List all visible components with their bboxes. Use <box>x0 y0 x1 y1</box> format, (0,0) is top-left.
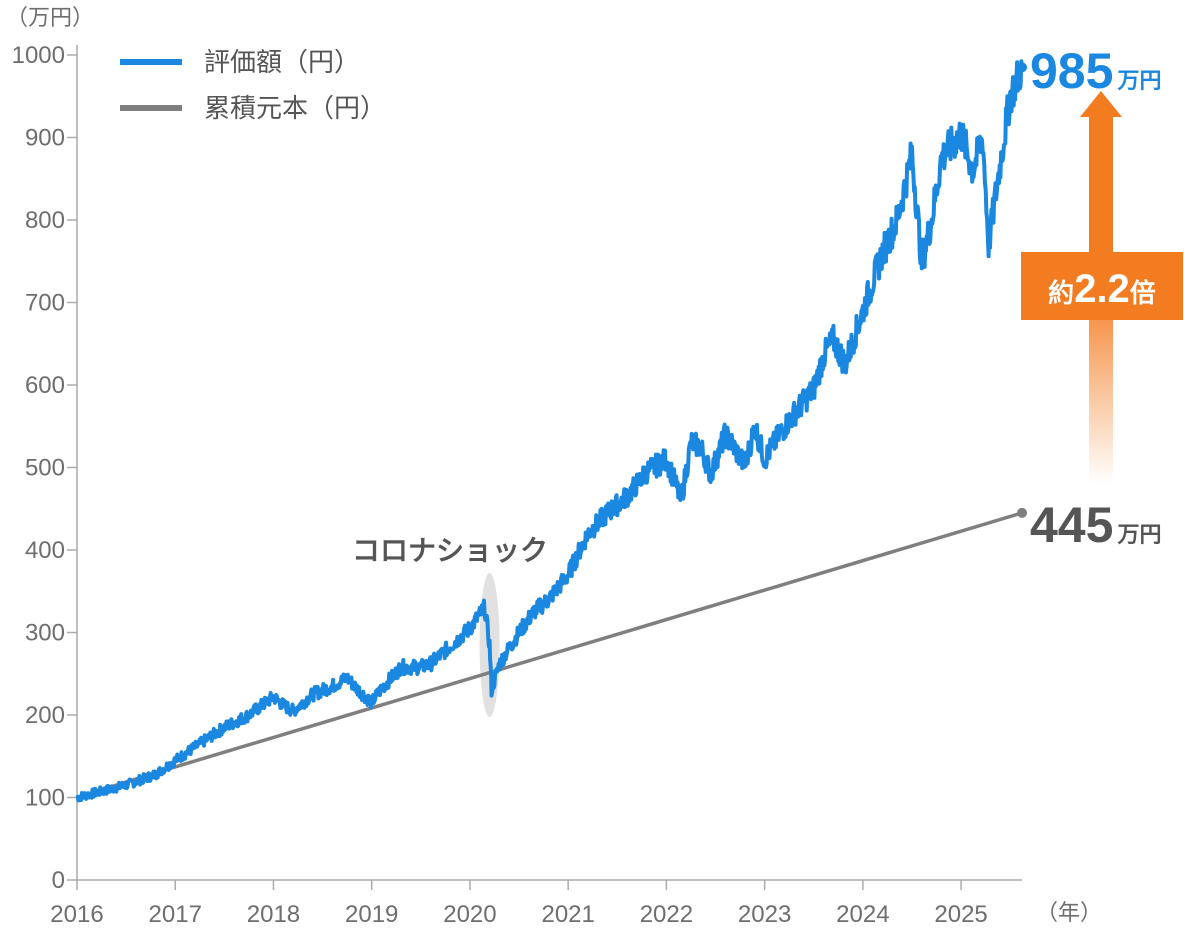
principal-value-number: 445 <box>1030 497 1113 553</box>
y-tick-label: 700 <box>25 290 65 317</box>
y-axis-unit-label: （万円） <box>6 6 94 31</box>
x-tick-label: 2021 <box>541 901 594 928</box>
y-axis-ticks: 0 100 200 300 400 500 600 700 800 900 1000 <box>12 42 77 894</box>
ratio-number: 2.2 <box>1074 267 1130 311</box>
final-value-label: 985 万円 <box>1030 43 1161 99</box>
series-line-valuation <box>75 59 1024 803</box>
covid-shock-label: コロナショック <box>352 534 548 567</box>
y-tick-label: 100 <box>25 785 65 812</box>
x-axis-unit-label: （年） <box>1036 901 1102 926</box>
x-tick-label: 2022 <box>640 901 693 928</box>
legend-label-valuation: 評価額（円） <box>204 48 360 78</box>
x-tick-label: 2018 <box>247 901 300 928</box>
x-tick-label: 2023 <box>738 901 791 928</box>
principal-end-marker <box>1017 507 1027 518</box>
x-tick-label: 2019 <box>345 901 398 928</box>
x-tick-label: 2020 <box>443 901 496 928</box>
x-tick-label: 2025 <box>934 901 987 928</box>
final-value-unit: 万円 <box>1116 69 1161 94</box>
y-tick-label: 400 <box>25 537 65 564</box>
y-tick-label: 900 <box>25 125 65 152</box>
y-tick-label: 1000 <box>12 42 65 69</box>
y-tick-label: 800 <box>25 207 65 234</box>
y-tick-label: 200 <box>25 702 65 729</box>
ratio-label: 約2.2倍 <box>1048 267 1156 311</box>
ratio-prefix: 約 <box>1048 278 1074 309</box>
final-value-number: 985 <box>1030 43 1113 99</box>
y-tick-label: 300 <box>25 620 65 647</box>
valuation-end-marker <box>1017 62 1027 73</box>
x-tick-label: 2016 <box>50 901 103 928</box>
legend-label-principal: 累積元本（円） <box>204 94 386 124</box>
x-tick-label: 2024 <box>836 901 889 928</box>
y-tick-label: 500 <box>25 455 65 482</box>
x-axis-ticks: 2016 2017 2018 2019 2020 2021 2022 2023 2024 2025 <box>50 880 988 928</box>
ratio-arrow-head <box>1080 91 1122 117</box>
x-tick-label: 2017 <box>149 901 202 928</box>
ratio-suffix: 倍 <box>1130 278 1156 309</box>
y-tick-label: 0 <box>52 867 65 894</box>
principal-value-label: 445 万円 <box>1030 497 1161 553</box>
ratio-badge <box>1021 252 1183 320</box>
principal-value-unit: 万円 <box>1116 523 1161 548</box>
series-line-principal <box>76 511 1023 800</box>
y-tick-label: 600 <box>25 372 65 399</box>
